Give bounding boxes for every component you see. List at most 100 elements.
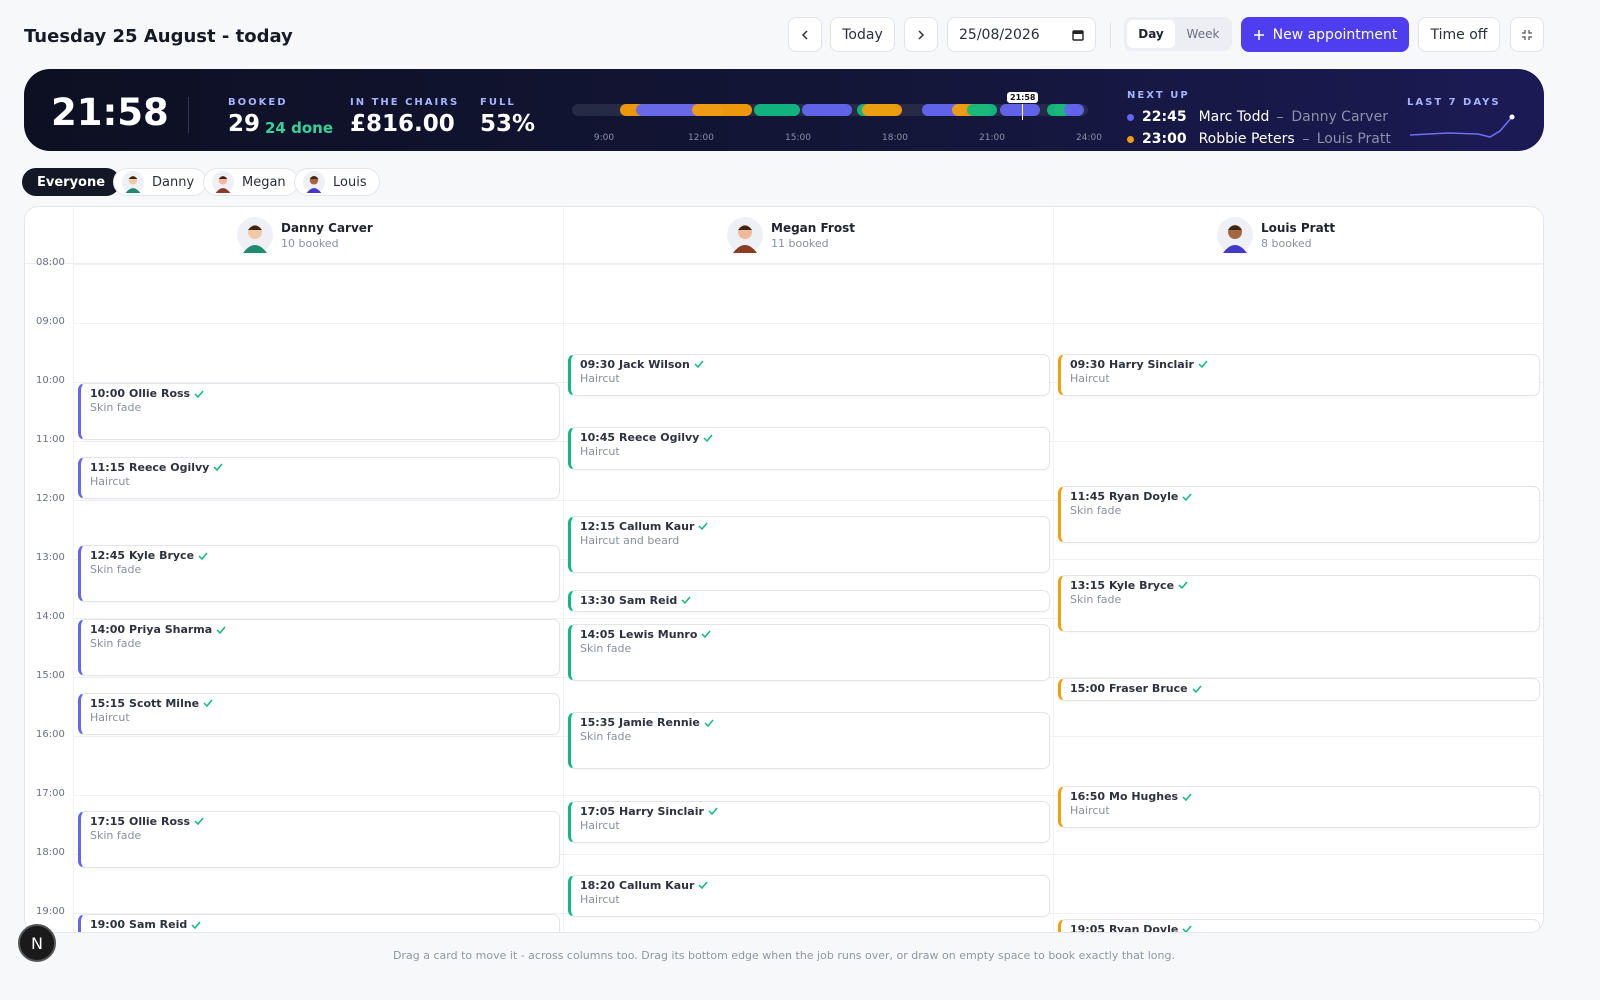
timeline-tick: 15:00 xyxy=(785,133,811,143)
appointment-service: Skin fade xyxy=(90,828,142,842)
collapse[interactable] xyxy=(1510,17,1544,52)
appointment-time: 11:15 xyxy=(90,460,126,474)
appointment-title: 11:15 Reece Ogilvy xyxy=(90,461,550,474)
appointment-card[interactable]: 14:05 Lewis Munro Skin fade xyxy=(568,623,1050,681)
check xyxy=(1182,793,1192,801)
timeline-segment xyxy=(802,104,852,116)
appointment-card[interactable]: 19:05 Ryan Doyle xyxy=(1058,918,1540,933)
next-day[interactable] xyxy=(904,17,938,52)
stats-bar: 21:58 BOOKED 29 24 done IN THE CHAIRS £8… xyxy=(24,69,1544,151)
appointment-client: Fraser Bruce xyxy=(1109,682,1188,695)
next-up-item: 23:00 Robbie Peters Louis Pratt xyxy=(1127,128,1391,150)
barber-name: Louis Pratt xyxy=(1261,220,1336,235)
page-title: Tuesday 25 August - today xyxy=(24,26,293,47)
badge[interactable]: N xyxy=(18,924,56,962)
barber-name: Megan Frost xyxy=(771,220,855,235)
appointment-card[interactable]: 12:45 Kyle Bryce Skin fade xyxy=(78,545,560,603)
filter-label: Danny xyxy=(152,174,195,190)
appointment-title: 10:00 Ollie Ross xyxy=(90,387,550,400)
appointment-title: 14:05 Lewis Munro xyxy=(580,628,1040,641)
appointment-client: Priya Sharma xyxy=(129,623,213,636)
appointment-card[interactable]: 12:15 Callum Kaur Haircut and beard xyxy=(568,515,1050,573)
check xyxy=(703,434,713,442)
appointment-card[interactable]: 16:50 Mo Hughes Haircut xyxy=(1058,786,1540,829)
today-button[interactable]: Today xyxy=(830,17,895,52)
filter-pill[interactable]: Louis xyxy=(294,168,380,196)
appointment-card[interactable]: 10:45 Reece Ogilvy Haircut xyxy=(568,427,1050,470)
appointment-card[interactable]: 09:30 Jack Wilson Haircut xyxy=(568,353,1050,396)
appointment-time: 10:45 xyxy=(580,431,616,445)
appointment-service: Skin fade xyxy=(90,401,142,414)
check xyxy=(1182,493,1192,501)
appointment-title: 09:30 Harry Sinclair xyxy=(1070,358,1530,371)
sparkline xyxy=(1409,114,1515,138)
appointment-title: 13:30 Sam Reid xyxy=(580,594,1040,607)
avatar xyxy=(122,171,144,193)
booked-count: 10 booked xyxy=(281,236,339,250)
timeline-segment xyxy=(692,104,752,116)
appointment-title: 14:00 Priya Sharma xyxy=(90,623,550,636)
column-header: Louis Pratt 8 booked xyxy=(1217,217,1335,253)
appointment-card[interactable]: 09:30 Harry Sinclair Haircut xyxy=(1058,353,1540,396)
check xyxy=(194,817,204,826)
chairs-label: IN THE CHAIRS xyxy=(350,97,460,108)
appointment-time: 19:05 xyxy=(1070,922,1106,933)
appointment-card[interactable]: 13:30 Sam Reid xyxy=(568,589,1050,613)
date-input[interactable]: 25/08/2026 xyxy=(947,17,1096,52)
timeline-segment xyxy=(967,104,997,116)
appointment-title: 17:15 Ollie Ross xyxy=(90,815,550,828)
date-value: 25/08/2026 xyxy=(959,26,1040,43)
avatar xyxy=(303,171,325,193)
appointment-title: 15:15 Scott Milne xyxy=(90,697,550,710)
view-week[interactable]: Week xyxy=(1186,27,1220,41)
appointment-service: Haircut xyxy=(1070,371,1110,385)
appointment-client: Jack Wilson xyxy=(619,357,690,371)
appointment-title: 12:45 Kyle Bryce xyxy=(90,549,550,562)
appointment-time: 14:00 xyxy=(90,623,126,636)
hour-label: 08:00 xyxy=(36,257,65,268)
appointment-card[interactable]: 11:45 Ryan Doyle Skin fade xyxy=(1058,486,1540,544)
appointment-client: Callum Kaur xyxy=(619,878,695,892)
booked-value: 29 xyxy=(228,111,261,137)
appointment-card[interactable]: 15:00 Fraser Bruce xyxy=(1058,678,1540,701)
column: Danny Carver 10 booked 10:00 Ollie Ross Skin… xyxy=(73,207,563,932)
hour-label: 19:00 xyxy=(36,906,65,917)
hint: Drag a card to move it - across columns … xyxy=(393,949,1175,962)
appointment-client: Ollie Ross xyxy=(129,387,191,400)
view-day[interactable]: Day xyxy=(1127,20,1175,48)
appointment-card[interactable]: 17:05 Harry Sinclair Haircut xyxy=(568,800,1050,844)
now-label: 21:58 xyxy=(1007,92,1039,103)
appointment-card[interactable]: 17:15 Ollie Ross Skin fade xyxy=(78,810,560,868)
clock: 21:58 xyxy=(51,91,169,134)
appointment-card[interactable]: 18:20 Callum Kaur Haircut xyxy=(568,874,1050,917)
next-barber: Louis Pratt xyxy=(1316,131,1391,147)
filter-label: Megan xyxy=(242,174,286,190)
time-off[interactable]: Time off xyxy=(1418,17,1500,52)
appointment-card[interactable]: 14:00 Priya Sharma Skin fade xyxy=(78,619,560,676)
appointment-time: 16:50 xyxy=(1070,790,1106,804)
appointment-card[interactable]: 10:00 Ollie Ross Skin fade xyxy=(78,383,560,440)
appointment-time: 10:00 xyxy=(90,387,126,400)
appointment-client: Callum Kaur xyxy=(619,519,695,533)
check xyxy=(681,596,691,605)
column-header: Danny Carver 10 booked xyxy=(237,217,373,253)
appointment-card[interactable]: 13:15 Kyle Bryce Skin fade xyxy=(1058,574,1540,632)
new-appointment[interactable]: New appointment xyxy=(1241,17,1409,52)
full-label: FULL xyxy=(480,97,516,108)
filter-pill[interactable]: Danny xyxy=(113,168,208,196)
appointment-card[interactable]: 15:35 Jamie Rennie Skin fade xyxy=(568,712,1050,770)
appointment-card[interactable]: 15:15 Scott Milne Haircut xyxy=(78,692,560,735)
appointment-title: 11:45 Ryan Doyle xyxy=(1070,490,1530,503)
column: Megan Frost 11 booked 09:30 Jack Wilson Hair… xyxy=(563,207,1053,932)
barber-name: Danny Carver xyxy=(281,220,373,235)
filter-pill[interactable]: Everyone xyxy=(22,168,121,196)
prev-day[interactable] xyxy=(788,17,822,52)
done-count: 24 done xyxy=(265,119,333,137)
appointment-service: Skin fade xyxy=(90,563,142,577)
appointment-title: 12:15 Callum Kaur xyxy=(580,520,1040,533)
filter-pill[interactable]: Megan xyxy=(203,168,299,196)
appointment-card[interactable]: 11:15 Reece Ogilvy Haircut xyxy=(78,456,560,499)
appointment-time: 09:30 xyxy=(580,357,616,371)
next-time: 23:00 xyxy=(1142,131,1187,147)
